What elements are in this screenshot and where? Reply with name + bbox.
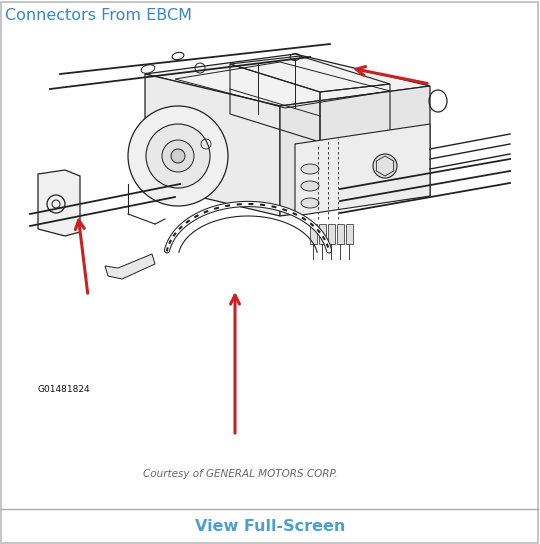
Bar (346, 224, 353, 244)
Text: Courtesy of GENERAL MOTORS CORP.: Courtesy of GENERAL MOTORS CORP. (143, 469, 338, 479)
Text: Connectors From EBCM: Connectors From EBCM (5, 8, 192, 23)
Bar (319, 224, 326, 244)
Text: View Full-Screen: View Full-Screen (195, 519, 345, 534)
Circle shape (146, 124, 210, 188)
Bar (310, 224, 317, 244)
Polygon shape (295, 124, 430, 216)
Circle shape (162, 140, 194, 172)
Ellipse shape (301, 181, 319, 191)
Polygon shape (38, 170, 80, 236)
Circle shape (373, 154, 397, 178)
Polygon shape (105, 254, 155, 279)
Polygon shape (280, 86, 430, 216)
Bar (337, 224, 344, 244)
Polygon shape (145, 54, 430, 106)
Ellipse shape (301, 164, 319, 174)
Circle shape (171, 149, 185, 163)
Circle shape (128, 106, 228, 206)
Ellipse shape (301, 198, 319, 208)
Text: G01481824: G01481824 (38, 385, 91, 393)
Bar (328, 224, 335, 244)
Polygon shape (145, 74, 280, 216)
